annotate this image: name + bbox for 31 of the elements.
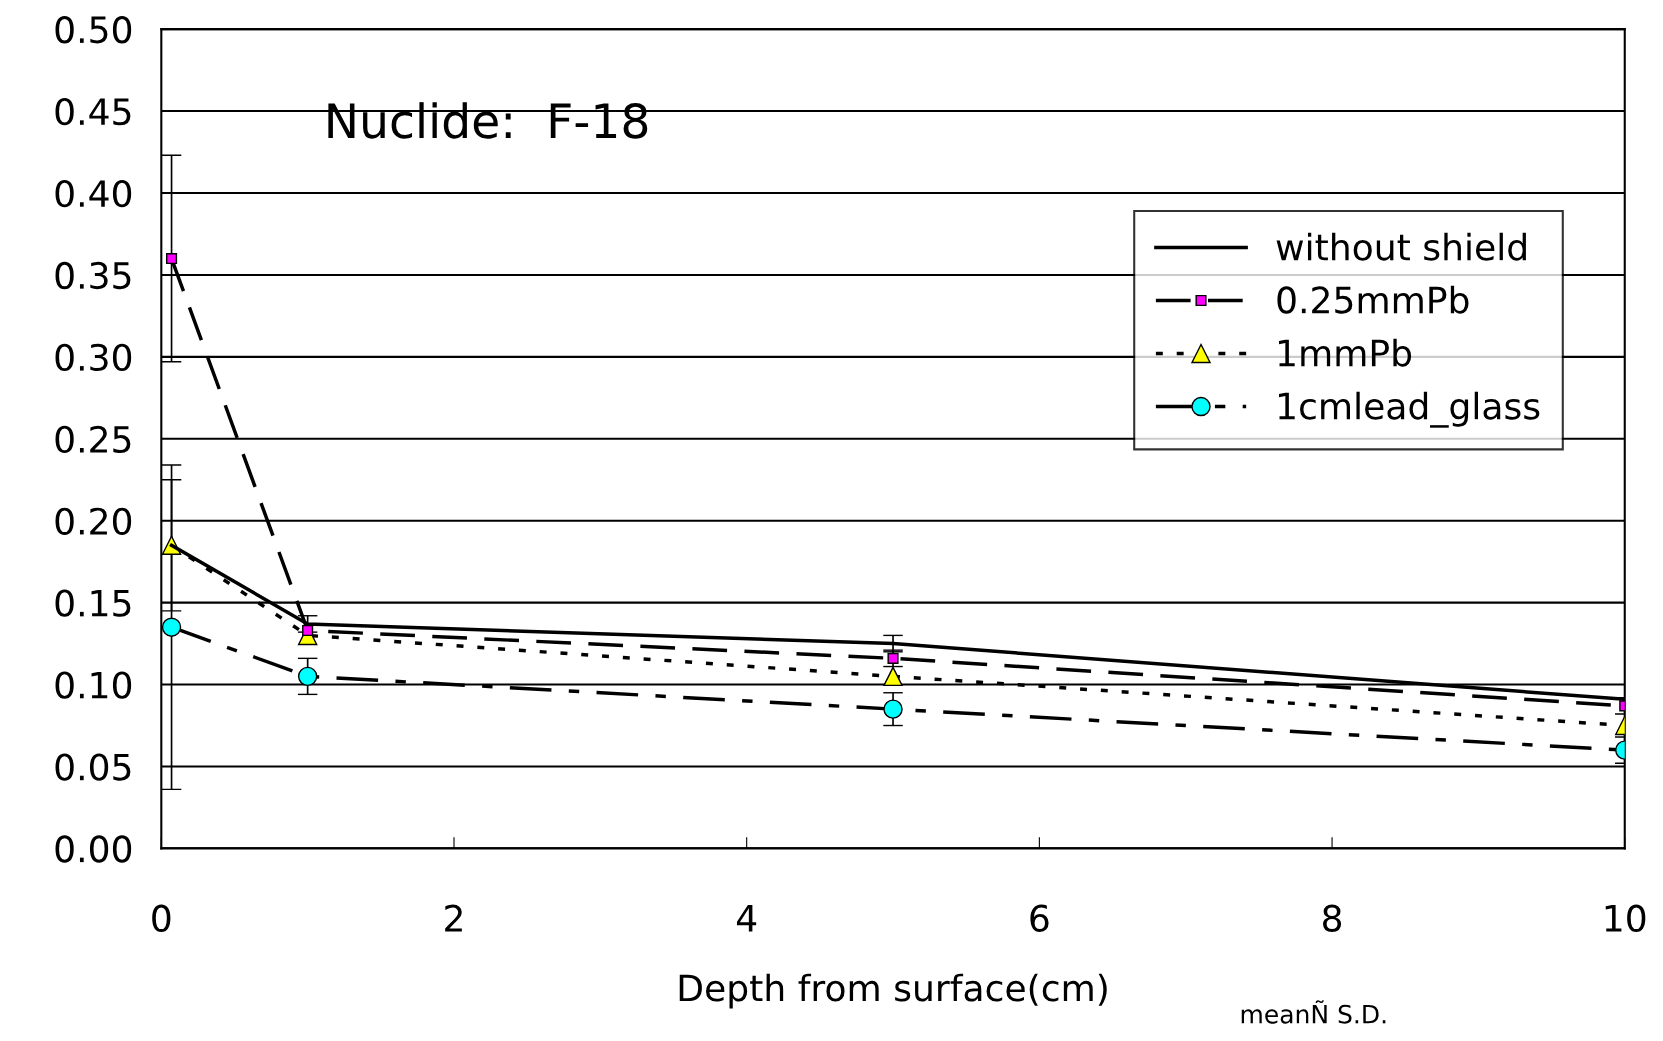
y-tick-label: 0.00 bbox=[55, 835, 132, 863]
point bbox=[887, 652, 899, 664]
point bbox=[883, 666, 903, 687]
annotation: Nuclide: F-18 bbox=[328, 102, 648, 139]
x-tick-label: 2 bbox=[445, 904, 462, 932]
y-tick-label: 0.05 bbox=[55, 753, 131, 781]
y-tick-label: 0.20 bbox=[55, 507, 132, 535]
y-tick-label: 0.25 bbox=[55, 425, 131, 454]
point bbox=[165, 252, 178, 265]
y-tick-label: 0.40 bbox=[55, 179, 132, 208]
x-tick-label: 6 bbox=[1030, 904, 1049, 932]
y-tick-label: 0.30 bbox=[55, 343, 132, 372]
x-tick-label: 0 bbox=[152, 904, 171, 932]
point bbox=[297, 666, 318, 687]
x-axis-title: Depth from surface(cm) bbox=[679, 973, 1107, 1009]
legend-label: 0.25mmPb bbox=[1277, 285, 1469, 314]
point bbox=[161, 617, 182, 637]
x-tick-label: 4 bbox=[736, 905, 757, 932]
y-tick-label: 0.10 bbox=[55, 671, 132, 699]
legend-label: without shield bbox=[1276, 232, 1526, 261]
y-tick-label: 0.35 bbox=[55, 261, 131, 290]
legend-label: 1mmPb bbox=[1279, 338, 1412, 367]
legend-label: 1cmlead_glass bbox=[1279, 391, 1540, 428]
point bbox=[302, 624, 314, 637]
x-tick-label: 10 bbox=[1605, 904, 1646, 932]
point bbox=[883, 699, 903, 719]
y-tick-label: 0.45 bbox=[55, 97, 131, 126]
x-tick-label: 8 bbox=[1323, 904, 1342, 932]
text: meanÑ S.D. bbox=[1241, 1000, 1386, 1024]
y-tick-label: 0.50 bbox=[55, 16, 132, 44]
y-tick-label: 0.15 bbox=[55, 589, 131, 617]
